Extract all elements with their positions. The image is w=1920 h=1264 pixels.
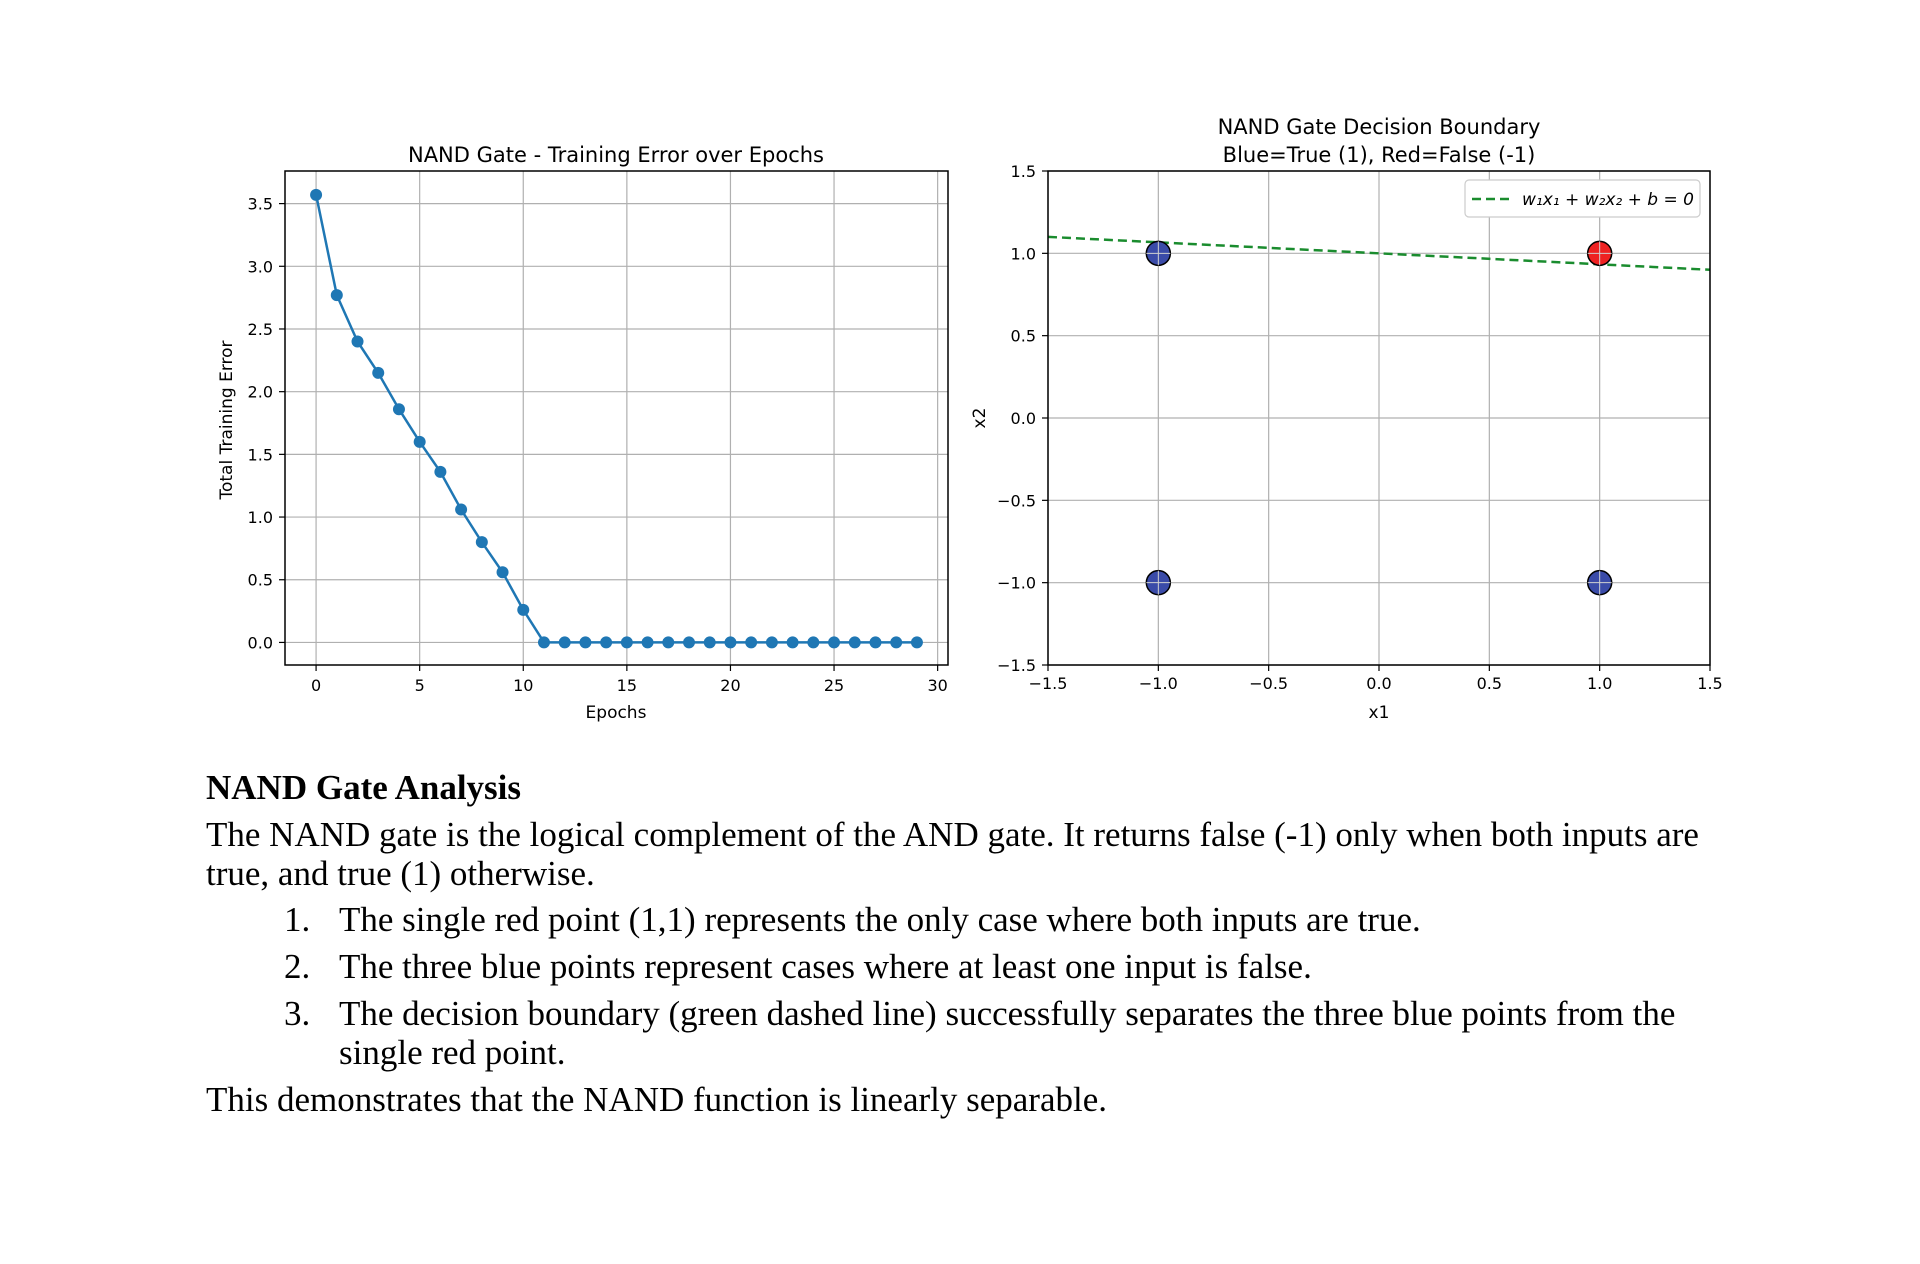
chart2-points xyxy=(1145,240,1613,596)
chart1-ytick-label: 2.5 xyxy=(248,320,273,339)
chart2-frame xyxy=(1047,170,1711,666)
chart1-xtick-label: 20 xyxy=(720,676,740,695)
chart1-data-point xyxy=(517,603,530,616)
chart1-data-point xyxy=(310,188,323,201)
chart2-data-point xyxy=(1586,569,1613,596)
chart1-data-point xyxy=(475,536,488,549)
chart1-xtick-label: 30 xyxy=(927,676,947,695)
chart1-data-point xyxy=(869,636,882,649)
chart1-data-point xyxy=(351,335,364,348)
chart1-series-line xyxy=(314,194,917,644)
chart1-xtick-label: 10 xyxy=(513,676,533,695)
training-error-chart: NAND Gate - Training Error over Epochs 0… xyxy=(217,143,949,723)
chart2-xlabel: x1 xyxy=(1369,703,1390,723)
chart2-xtick-label: −0.5 xyxy=(1249,674,1288,693)
chart1-data-point xyxy=(662,636,675,649)
chart1-xlabel: Epochs xyxy=(586,703,647,723)
chart1-data-point xyxy=(724,636,737,649)
chart1-data-point xyxy=(579,636,592,649)
chart1-xtick-label: 25 xyxy=(824,676,844,695)
chart1-xtick-label: 15 xyxy=(617,676,637,695)
analysis-section: NAND Gate Analysis The NAND gate is the … xyxy=(206,768,1746,1119)
chart1-xtick-label: 5 xyxy=(415,676,425,695)
chart1-data-point xyxy=(703,636,716,649)
chart1-ytick-label: 0.0 xyxy=(248,633,273,652)
legend-box xyxy=(1464,179,1701,218)
chart2-ytick-label: 0.5 xyxy=(1011,327,1036,346)
chart1-ytick-label: 0.5 xyxy=(248,571,273,590)
analysis-intro: The NAND gate is the logical complement … xyxy=(206,815,1699,893)
chart1-data-point xyxy=(413,435,426,448)
chart2-grid xyxy=(1047,170,1711,666)
chart2-data-point xyxy=(1586,240,1613,267)
chart2-ticks: −1.5 −1.0 −0.5 0.0 0.5 1.0 1.5 −1.5 −1.0 −0.5 0.0 0… xyxy=(997,162,1723,693)
chart1-data-point xyxy=(537,636,550,649)
chart1-ticks: 0 5 10 15 20 25 30 0.0 0.5 1.0 1.5 2.0 2.5 3.0 3.5 xyxy=(248,195,948,695)
chart2-ytick-label: 1.0 xyxy=(1011,244,1036,263)
chart1-grid xyxy=(285,171,948,665)
chart1-ytick-label: 2.0 xyxy=(248,383,273,402)
chart2-legend: w₁x₁ + w₂x₂ + b = 0 xyxy=(1464,179,1701,218)
chart1-data-point xyxy=(765,636,778,649)
chart1-data-point xyxy=(807,636,820,649)
chart1-frame xyxy=(284,170,949,666)
chart1-ytick-label: 3.5 xyxy=(248,195,273,214)
chart2-ylabel: x2 xyxy=(970,408,990,429)
analysis-conclusion: This demonstrates that the NAND function… xyxy=(206,1080,1108,1119)
analysis-list: The single red point (1,1) represents th… xyxy=(206,900,1746,1072)
chart2-title-line1: NAND Gate Decision Boundary xyxy=(1218,115,1541,139)
chart1-data-point xyxy=(600,636,613,649)
analysis-heading: NAND Gate Analysis xyxy=(206,768,522,807)
chart1-data-point xyxy=(890,636,903,649)
chart1-data-point xyxy=(330,289,343,302)
chart2-data-point xyxy=(1145,240,1172,267)
decision-boundary-chart: NAND Gate Decision Boundary Blue=True (1… xyxy=(970,115,1723,723)
chart1-data-point xyxy=(910,636,923,649)
chart2-xtick-label: 0.5 xyxy=(1477,674,1502,693)
chart1-data-point xyxy=(683,636,696,649)
chart2-xtick-label: 0.0 xyxy=(1366,674,1391,693)
chart1-data-point xyxy=(372,366,385,379)
chart1-data-point xyxy=(641,636,654,649)
chart1-data-point xyxy=(455,503,468,516)
chart1-ytick-label: 1.0 xyxy=(248,508,273,527)
chart1-data-point xyxy=(848,636,861,649)
chart2-ytick-label: −0.5 xyxy=(997,491,1036,510)
chart1-ylabel: Total Training Error xyxy=(217,340,237,500)
chart1-xtick-label: 0 xyxy=(311,676,321,695)
chart2-xtick-label: 1.5 xyxy=(1697,674,1722,693)
chart1-points xyxy=(310,188,923,649)
chart2-ytick-label: 1.5 xyxy=(1011,162,1036,181)
charts-figure: NAND Gate - Training Error over Epochs 0… xyxy=(217,115,1723,723)
chart1-data-point xyxy=(828,636,841,649)
chart2-xtick-label: 1.0 xyxy=(1587,674,1612,693)
chart1-data-point xyxy=(434,465,447,478)
chart1-data-point xyxy=(620,636,633,649)
chart2-ytick-label: −1.0 xyxy=(997,574,1036,593)
chart1-ytick-label: 1.5 xyxy=(248,445,273,464)
chart1-data-point xyxy=(558,636,571,649)
chart1-ytick-label: 3.0 xyxy=(248,257,273,276)
chart2-data-point xyxy=(1145,569,1172,596)
chart2-xtick-label: −1.0 xyxy=(1139,674,1178,693)
chart1-data-point xyxy=(745,636,758,649)
chart1-data-point xyxy=(496,566,509,579)
list-item: The single red point (1,1) represents th… xyxy=(319,900,1746,939)
chart1-data-point xyxy=(786,636,799,649)
chart1-data-point xyxy=(392,403,405,416)
chart2-ytick-label: 0.0 xyxy=(1011,409,1036,428)
chart1-title: NAND Gate - Training Error over Epochs xyxy=(408,143,824,167)
legend-label: w₁x₁ + w₂x₂ + b = 0 xyxy=(1522,190,1694,210)
chart2-title-line2: Blue=True (1), Red=False (-1) xyxy=(1223,143,1536,167)
list-item: The three blue points represent cases wh… xyxy=(319,947,1746,986)
chart2-xtick-label: −1.5 xyxy=(1029,674,1068,693)
list-item: The decision boundary (green dashed line… xyxy=(319,994,1746,1072)
chart2-ytick-label: −1.5 xyxy=(997,656,1036,675)
